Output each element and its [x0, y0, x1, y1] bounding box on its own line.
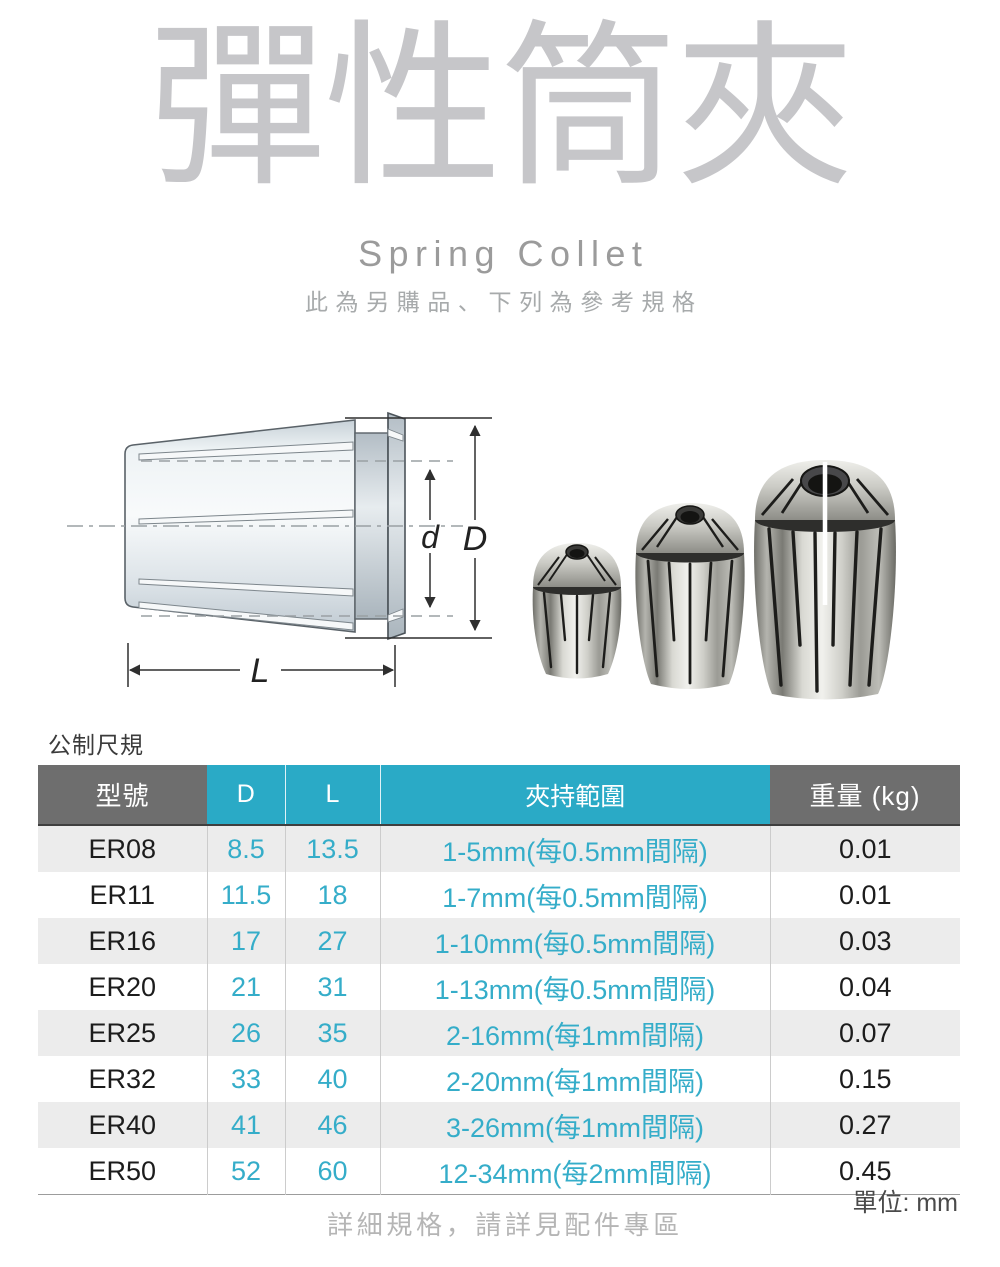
cell-weight: 0.03: [769, 918, 960, 964]
spec-table: 型號 D L 夾持範圍 重量 (kg) ER08 8.5 13.5 1-5mm(每0.5mm間…: [38, 765, 960, 1195]
cell-range: 1-13mm(每0.5mm間隔): [379, 964, 770, 1010]
page-subtitle-en: Spring Collet: [358, 233, 649, 274]
purchase-note-tagline: 此為另購品、下列為參考規格: [304, 289, 703, 315]
cell-d: 33: [206, 1056, 285, 1102]
cell-range: 2-16mm(每1mm間隔): [379, 1010, 770, 1056]
cell-l: 40: [284, 1056, 380, 1102]
cell-model: ER40: [88, 1109, 157, 1140]
cell-d: 11.5: [206, 872, 285, 918]
cell-weight: 0.27: [769, 1102, 960, 1148]
cell-model: ER11: [89, 879, 156, 910]
cell-model: ER25: [88, 1017, 157, 1048]
footer-note: 詳細規格，請詳見配件專區: [327, 1210, 683, 1240]
column-header-1: D: [207, 765, 286, 826]
cell-l: 46: [284, 1102, 380, 1148]
cell-weight: 0.01: [769, 825, 960, 872]
cell-l: 31: [284, 964, 380, 1010]
collets-illustration: [532, 460, 896, 700]
dimension-D: [345, 417, 492, 639]
column-header-3: 夾持範圍: [380, 765, 770, 826]
cell-d: 21: [206, 964, 285, 1010]
column-header-4: 重量 (kg): [770, 765, 960, 826]
cell-l: 35: [284, 1010, 380, 1056]
table-row: ER32 33 40 2-20mm(每1mm間隔) 0.15: [38, 1056, 960, 1102]
cell-weight: 0.15: [769, 1056, 960, 1102]
cell-d: 8.5: [206, 825, 285, 872]
cell-range: 1-10mm(每0.5mm間隔): [379, 918, 770, 964]
cell-model: ER16: [88, 925, 157, 956]
table-row: ER50 52 60 12-34mm(每2mm間隔) 0.45: [38, 1148, 960, 1195]
cell-d: 17: [206, 918, 285, 964]
section-label-metric: 公制尺規: [48, 732, 144, 758]
column-header-0: 型號: [38, 765, 207, 826]
cell-l: 27: [284, 918, 380, 964]
dim-label-D: D: [463, 520, 488, 558]
collet-medium: [635, 503, 745, 689]
cell-model: ER20: [88, 971, 157, 1002]
cell-weight: 0.07: [769, 1010, 960, 1056]
cell-range: 1-7mm(每0.5mm間隔): [379, 872, 770, 918]
page-title: 彈性筒夾: [148, 8, 854, 207]
dim-label-L: L: [251, 652, 270, 690]
cell-d: 41: [206, 1102, 285, 1148]
table-row: ER11 11.5 18 1-7mm(每0.5mm間隔) 0.01: [38, 872, 960, 918]
cell-model: ER50: [88, 1155, 157, 1186]
cell-range: 12-34mm(每2mm間隔): [379, 1148, 770, 1195]
cell-l: 18: [284, 872, 380, 918]
cell-d: 52: [206, 1148, 285, 1195]
cell-range: 3-26mm(每1mm間隔): [379, 1102, 770, 1148]
dim-label-d: d: [421, 519, 440, 555]
spec-table-header: 型號 D L 夾持範圍 重量 (kg): [38, 765, 960, 826]
cell-range: 2-20mm(每1mm間隔): [379, 1056, 770, 1102]
table-row: ER20 21 31 1-13mm(每0.5mm間隔) 0.04: [38, 964, 960, 1010]
dimension-L: [127, 643, 396, 687]
table-row: ER16 17 27 1-10mm(每0.5mm間隔) 0.03: [38, 918, 960, 964]
dimension-diagram: d D L: [55, 393, 515, 705]
cell-model: ER08: [88, 833, 157, 864]
cell-l: 13.5: [284, 825, 380, 872]
collet-large: [754, 460, 896, 700]
cell-range: 1-5mm(每0.5mm間隔): [379, 825, 770, 872]
collet-small: [532, 543, 622, 679]
unit-note: 單位: mm: [852, 1189, 958, 1217]
cell-weight: 0.45: [769, 1148, 960, 1195]
column-header-2: L: [285, 765, 381, 826]
cell-model: ER32: [88, 1063, 157, 1094]
table-row: ER25 26 35 2-16mm(每1mm間隔) 0.07: [38, 1010, 960, 1056]
collet-line-drawing: d D L: [67, 411, 492, 690]
cell-weight: 0.04: [769, 964, 960, 1010]
table-row: ER40 41 46 3-26mm(每1mm間隔) 0.27: [38, 1102, 960, 1148]
cell-l: 60: [284, 1148, 380, 1195]
collet-product-photo: [505, 435, 965, 710]
cell-weight: 0.01: [769, 872, 960, 918]
cell-d: 26: [206, 1010, 285, 1056]
table-row: ER08 8.5 13.5 1-5mm(每0.5mm間隔) 0.01: [38, 825, 960, 872]
